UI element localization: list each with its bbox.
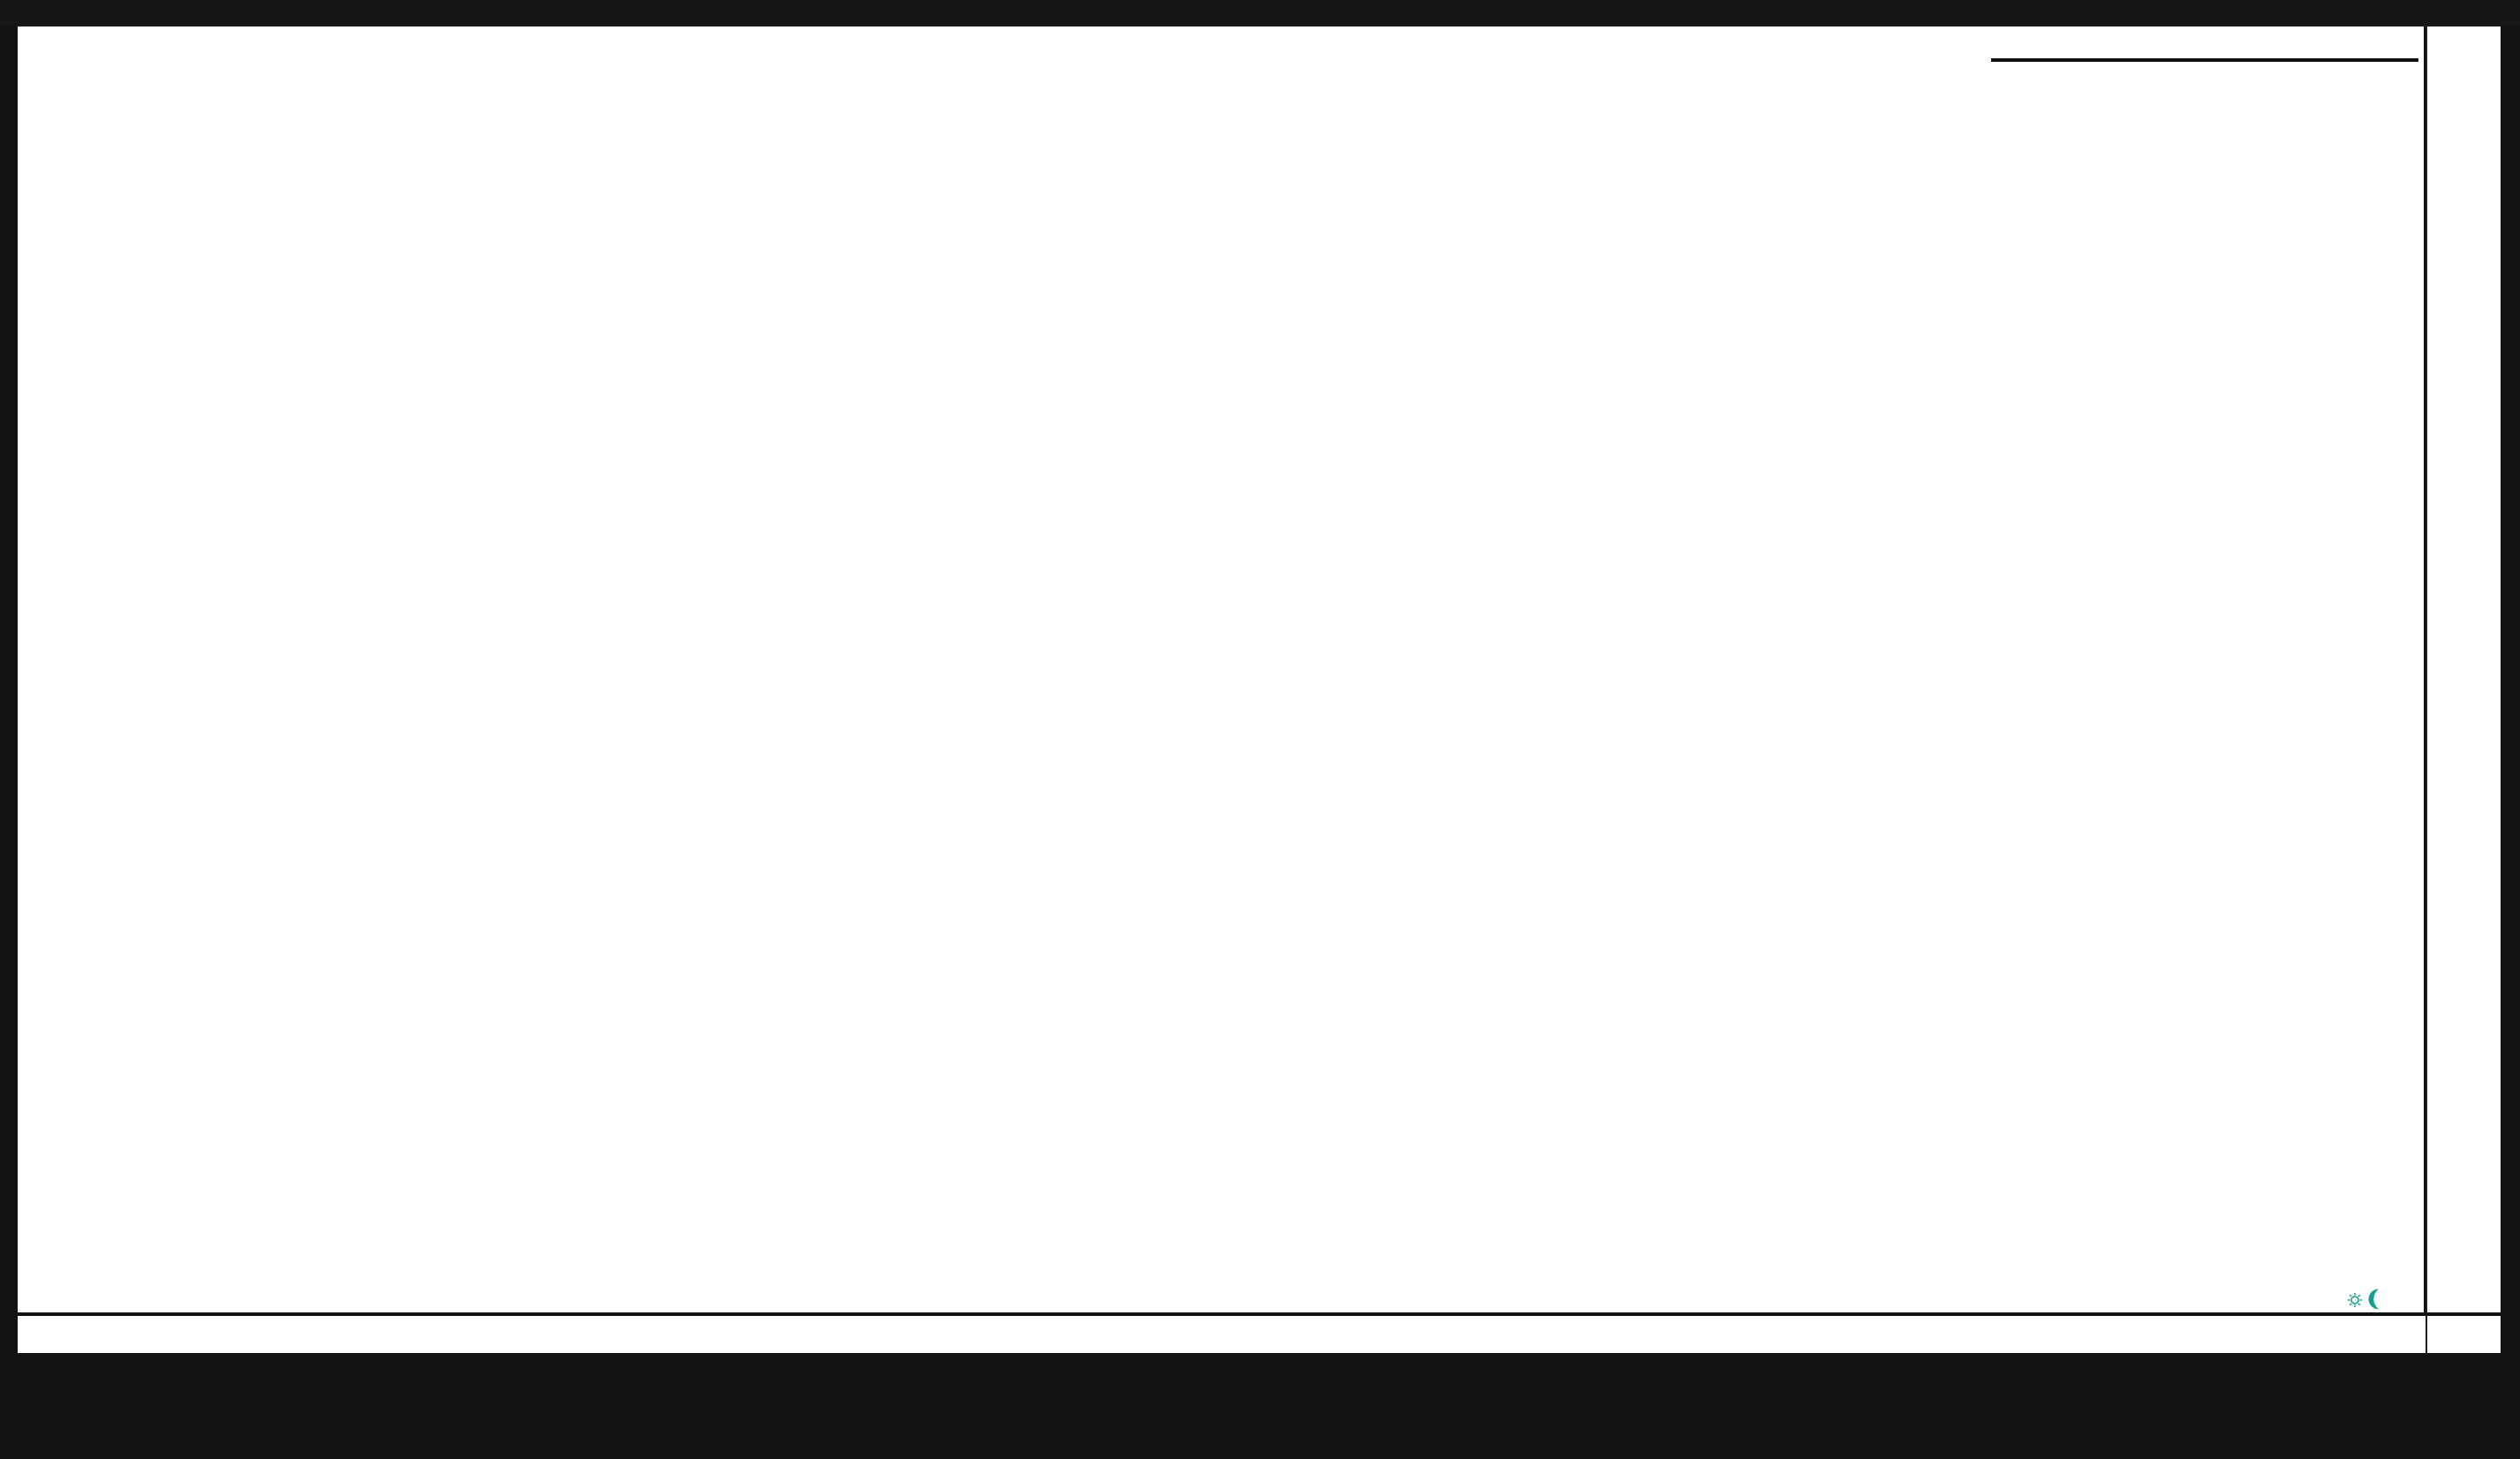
forex-factory-news-widget: [1991, 58, 2418, 62]
attribution-bar: [0, 0, 2520, 26]
price-chart-pane[interactable]: [18, 26, 2424, 1312]
axis-corner: [2426, 1314, 2501, 1353]
time-axis[interactable]: [18, 1314, 2426, 1353]
price-axis[interactable]: [2426, 26, 2501, 1312]
day-night-icon: [2345, 1288, 2391, 1312]
footer-bar: [0, 1353, 2520, 1459]
